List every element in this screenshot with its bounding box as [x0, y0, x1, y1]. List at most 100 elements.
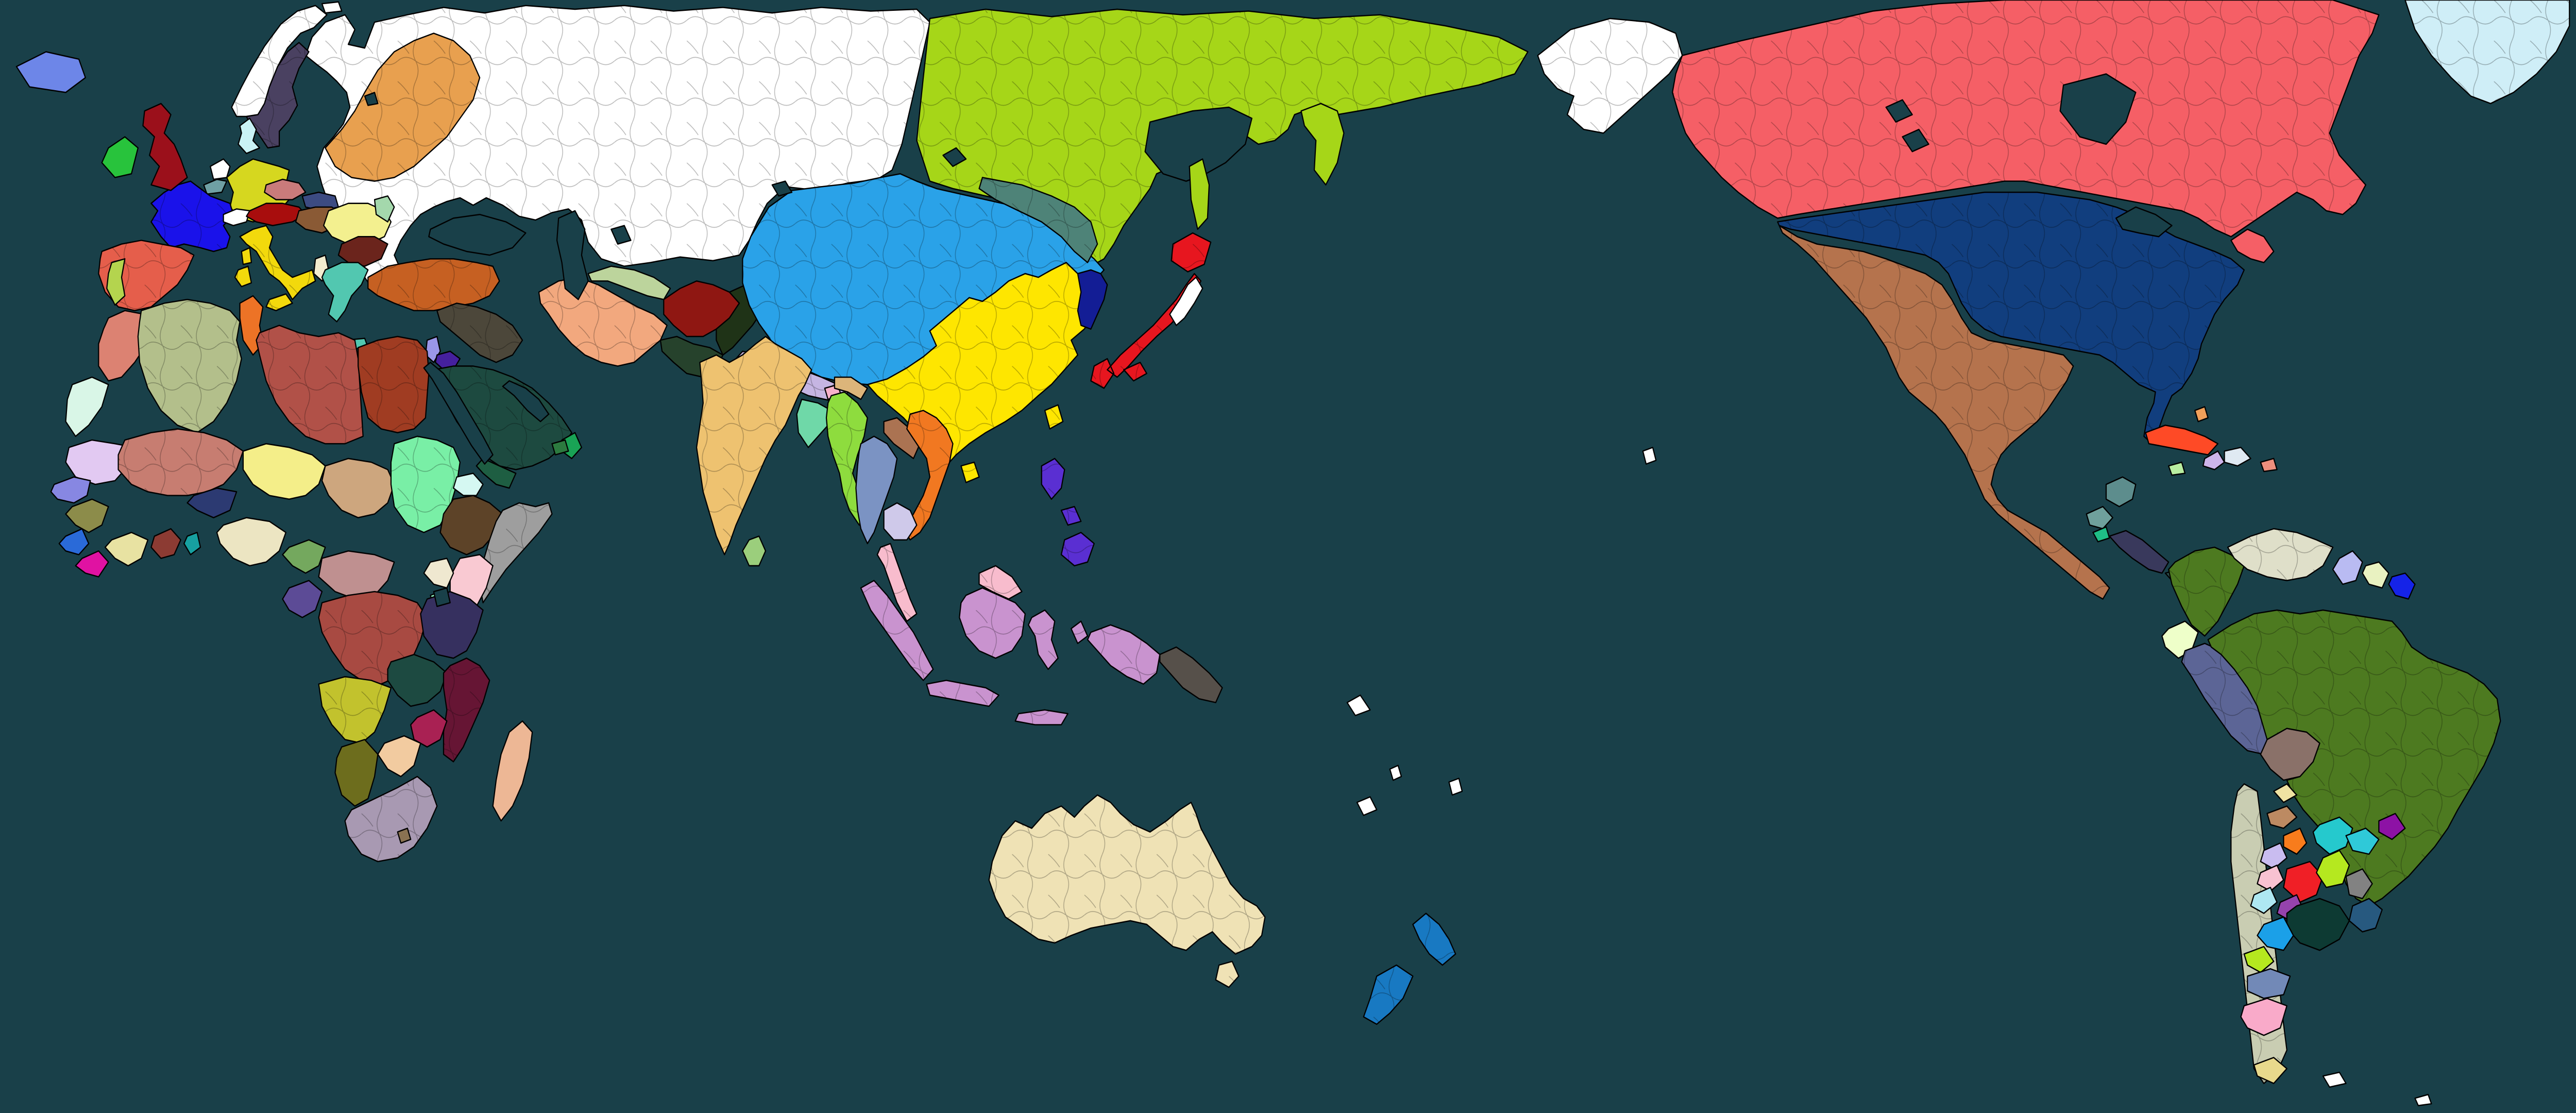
region-sokoto[interactable]	[187, 487, 238, 518]
region-bengal[interactable]	[796, 398, 832, 448]
region-catamarca[interactable]	[2260, 842, 2287, 870]
region-south-georgia[interactable]	[2414, 1093, 2432, 1106]
region-somalia-province-lines	[480, 502, 552, 603]
region-india-province-lines	[697, 336, 812, 555]
region-new-england[interactable]	[2230, 228, 2275, 263]
region-niger-bend[interactable]	[242, 443, 326, 500]
region-upper-burma[interactable]	[834, 376, 868, 400]
region-ashanti[interactable]	[150, 528, 181, 559]
region-ethiopia[interactable]	[439, 495, 503, 555]
region-senegal[interactable]	[50, 476, 91, 504]
region-sahel-province-lines	[118, 429, 243, 496]
region-bohemia[interactable]	[264, 178, 307, 200]
region-tucuman[interactable]	[2283, 828, 2308, 855]
region-yucatan[interactable]	[2105, 476, 2137, 508]
region-nigeria[interactable]	[216, 517, 286, 567]
region-japan-north[interactable]	[1169, 276, 1204, 326]
region-tierra-del-fuego[interactable]	[2253, 1057, 2287, 1084]
region-yemen[interactable]	[476, 458, 517, 489]
region-zimbabwe[interactable]	[410, 709, 448, 748]
region-guatemala[interactable]	[2086, 505, 2113, 530]
region-trucial-coast[interactable]	[551, 439, 569, 456]
region-tanzania[interactable]	[420, 591, 484, 659]
region-entre-rios[interactable]	[2345, 868, 2373, 900]
region-patagonia[interactable]	[2240, 998, 2287, 1036]
region-vanuatu[interactable]	[1389, 765, 1402, 781]
region-great-britain[interactable]	[142, 103, 188, 191]
region-siam[interactable]	[855, 435, 898, 545]
region-buenos-aires[interactable]	[2286, 898, 2350, 951]
region-inner-mongolia-province-lines	[979, 177, 1098, 263]
region-la-rioja[interactable]	[2257, 864, 2284, 892]
region-bulgaria[interactable]	[337, 236, 388, 267]
region-cordoba[interactable]	[2283, 861, 2324, 903]
region-cameroon[interactable]	[282, 539, 326, 574]
region-neuquen[interactable]	[2243, 946, 2275, 973]
region-guatemala-highlands[interactable]	[2092, 526, 2110, 543]
region-falklands[interactable]	[2322, 1071, 2347, 1088]
region-sierra-leone[interactable]	[58, 528, 90, 555]
region-moldova[interactable]	[374, 195, 395, 223]
water-great-lakes	[2115, 206, 2173, 238]
region-solomons[interactable]	[1346, 694, 1371, 716]
region-romania[interactable]	[323, 203, 392, 245]
region-ivory-coast[interactable]	[104, 532, 149, 567]
region-la-pampa[interactable]	[2257, 916, 2294, 951]
region-denmark[interactable]	[238, 117, 260, 155]
region-french-guiana[interactable]	[2388, 572, 2416, 600]
region-dominican-republic[interactable]	[2224, 447, 2251, 467]
region-corrientes[interactable]	[2345, 828, 2380, 855]
region-jamaica[interactable]	[2168, 461, 2186, 476]
region-svalbard[interactable]	[321, 1, 343, 14]
region-eritrea[interactable]	[452, 473, 484, 496]
region-uruguay[interactable]	[2348, 898, 2383, 933]
region-sakhalin[interactable]	[1189, 158, 1210, 230]
region-basutoland[interactable]	[397, 828, 412, 844]
region-cuba[interactable]	[2145, 424, 2218, 456]
region-new-guinea-east[interactable]	[1159, 646, 1223, 703]
region-guyana[interactable]	[2332, 550, 2363, 585]
region-portugal[interactable]	[106, 258, 126, 306]
region-botswana[interactable]	[377, 735, 421, 778]
region-netherlands[interactable]	[210, 158, 231, 180]
region-namibia[interactable]	[334, 738, 379, 807]
region-central-america[interactable]	[2109, 530, 2170, 574]
region-ireland[interactable]	[101, 136, 139, 178]
region-jujuy[interactable]	[2273, 783, 2298, 803]
region-peru-province-lines	[2181, 643, 2274, 754]
region-misiones[interactable]	[2378, 813, 2406, 840]
region-bolivia[interactable]	[2260, 728, 2320, 781]
region-dahomey[interactable]	[183, 532, 201, 555]
region-zambia[interactable]	[387, 653, 448, 707]
region-fiji[interactable]	[1448, 778, 1463, 796]
region-bahamas[interactable]	[2194, 406, 2209, 423]
region-hawaii[interactable]	[1642, 447, 1657, 465]
region-puerto-rico[interactable]	[2260, 458, 2278, 473]
region-new-caledonia[interactable]	[1356, 796, 1378, 816]
region-liberia[interactable]	[75, 550, 109, 578]
region-congo-north[interactable]	[318, 550, 395, 600]
region-suriname[interactable]	[2362, 561, 2389, 589]
region-laos[interactable]	[883, 417, 921, 460]
region-canada-province-lines	[1672, 0, 2379, 237]
region-chad[interactable]	[321, 458, 395, 518]
region-madagascar[interactable]	[492, 720, 533, 822]
region-sri-lanka[interactable]	[742, 535, 767, 567]
water-hudson-bay	[2059, 73, 2137, 145]
region-san-juan[interactable]	[2250, 887, 2278, 914]
region-gabon[interactable]	[282, 580, 323, 618]
region-iceland[interactable]	[15, 51, 86, 93]
region-guinea[interactable]	[65, 498, 109, 533]
region-korea[interactable]	[1077, 269, 1108, 330]
region-cambodia[interactable]	[883, 502, 918, 541]
region-kamchatka[interactable]	[1300, 103, 1345, 186]
region-salta[interactable]	[2266, 805, 2298, 829]
region-switzerland[interactable]	[223, 208, 250, 226]
region-santa-fe[interactable]	[2316, 850, 2350, 888]
region-haiti[interactable]	[2202, 450, 2225, 470]
region-rio-negro[interactable]	[2247, 968, 2291, 999]
region-western-sahara[interactable]	[65, 376, 109, 437]
region-ottoman-anatolia-province-lines	[368, 259, 500, 311]
